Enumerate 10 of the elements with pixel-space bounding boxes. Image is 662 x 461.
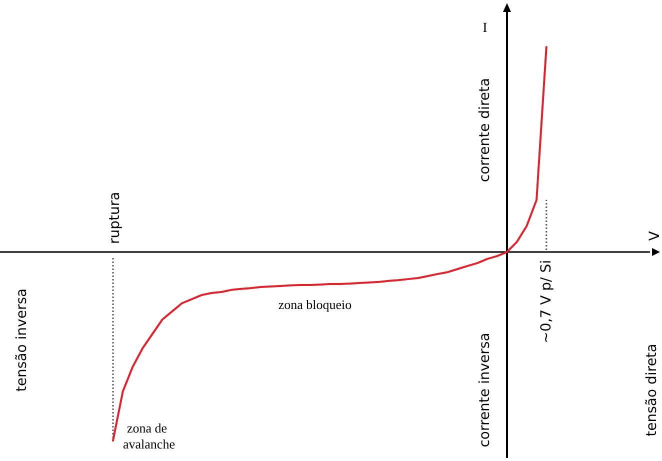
text: tensão direta <box>644 344 660 436</box>
annotation: ruptura <box>107 192 123 244</box>
text: tensão inversa <box>14 288 30 392</box>
annotation: corrente direta <box>477 78 493 182</box>
annotation: corrente inversa <box>477 332 493 448</box>
annotation: zona bloqueio <box>278 297 352 312</box>
text: V <box>647 230 662 241</box>
y-axis-title: I <box>482 21 488 36</box>
annotation: zona de avalanche <box>123 420 176 452</box>
annotation: ~0,7 V p/ Si <box>538 260 554 344</box>
